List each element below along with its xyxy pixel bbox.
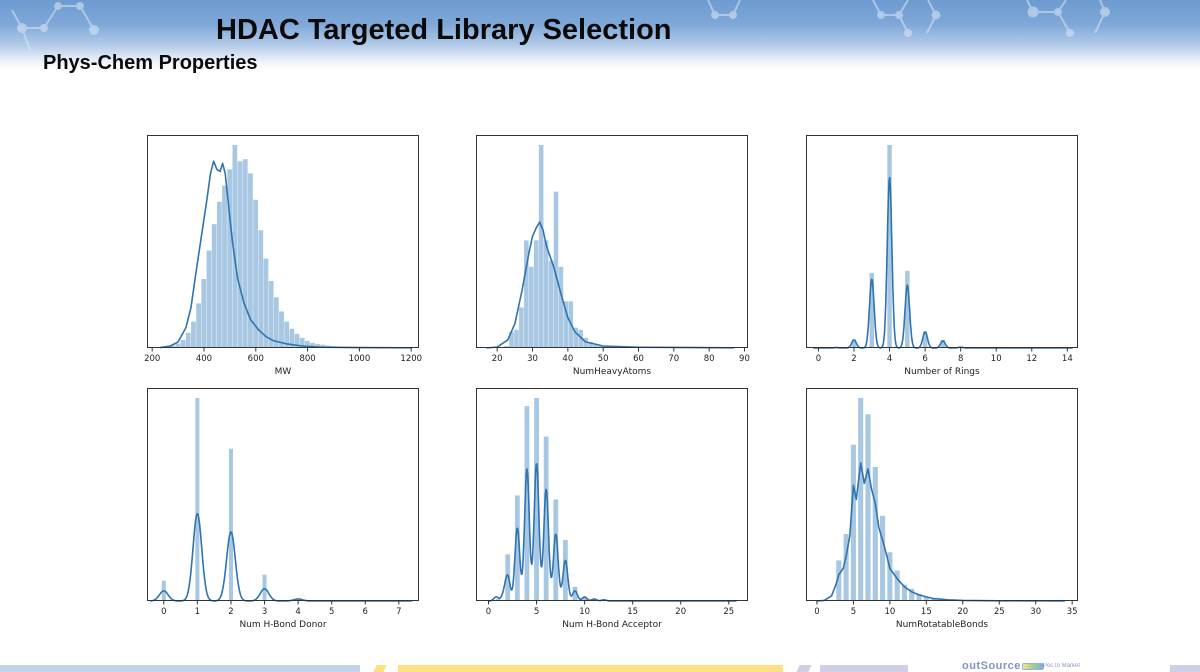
x-tick-label: 1000 [349, 354, 371, 364]
x-axis-label: Num H-Bond Acceptor [562, 620, 662, 630]
footer-band [0, 665, 1200, 672]
x-tick-label: 2 [228, 607, 233, 617]
footer-brand-tagline: Poc to Market [1043, 663, 1081, 669]
plot-frame [147, 388, 419, 601]
plot-frame [806, 388, 1078, 601]
plot-frame [476, 388, 748, 601]
chart-num-h-bond-donor: 0 1 2 3 4 5 6 7 Num H-Bond Donor [147, 388, 419, 638]
chart-number-of-rings: 0 2 4 6 8 10 12 14 Number of Rings [806, 135, 1078, 385]
histogram-plot: 200 400 600 800 1000 1200 MW [144, 135, 422, 377]
x-tick-label: 6 [922, 354, 927, 364]
x-axis-label: Number of Rings [904, 367, 980, 377]
histogram-plot: 0 5 10 15 20 25 30 35 NumRotatableBonds [806, 388, 1078, 630]
kde-curve [816, 462, 1065, 602]
footer-brand-name: outSource [962, 660, 1021, 672]
histogram-plot: 0 5 10 15 20 25 Num H-Bond Acceptor [476, 388, 748, 630]
x-tick-label: 40 [562, 354, 573, 364]
x-tick-label: 12 [1026, 354, 1037, 364]
x-tick-label: 30 [527, 354, 538, 364]
x-tick-label: 30 [1030, 607, 1041, 617]
x-axis-label: NumHeavyAtoms [573, 367, 651, 377]
histogram-bars [836, 398, 966, 601]
x-tick-label: 0 [816, 354, 821, 364]
chart-num-rotatable-bonds: 0 5 10 15 20 25 30 35 NumRotatableBonds [806, 388, 1078, 638]
x-tick-label: 10 [579, 607, 590, 617]
x-tick-label: 60 [633, 354, 644, 364]
footer-yellow-segment [398, 665, 783, 672]
x-axis-label: NumRotatableBonds [896, 620, 988, 630]
kde-curve [159, 160, 412, 349]
plot-frame [806, 135, 1078, 348]
kde-curve [150, 513, 413, 602]
plot-frame [476, 135, 748, 348]
x-axis-label: MW [275, 367, 292, 377]
plot-frame [147, 135, 419, 348]
histogram-plot: 0 2 4 6 8 10 12 14 Number of Rings [806, 135, 1078, 377]
x-tick-label: 90 [739, 354, 750, 364]
x-tick-label: 70 [668, 354, 679, 364]
footer-lavender-accent [796, 665, 812, 672]
x-tick-label: 20 [492, 354, 503, 364]
molecule-decoration-icon [11, 0, 1110, 51]
x-tick-label: 35 [1067, 607, 1078, 617]
x-tick-label: 20 [675, 607, 686, 617]
chart-mw: 200 400 600 800 1000 1200 MW [144, 135, 422, 385]
x-tick-label: 80 [704, 354, 715, 364]
footer-lavender-end [1170, 665, 1200, 672]
x-tick-label: 10 [991, 354, 1002, 364]
x-tick-label: 4 [295, 607, 300, 617]
histogram-plot: 20 30 40 50 60 70 80 90 NumHeavyAtoms [476, 135, 750, 377]
x-tick-label: 3 [262, 607, 267, 617]
x-tick-label: 2 [851, 354, 856, 364]
histogram-bars [161, 398, 301, 601]
kde-curve [813, 176, 1073, 349]
x-tick-label: 400 [196, 354, 212, 364]
footer-yellow-accent [373, 665, 387, 672]
x-tick-label: 7 [396, 607, 401, 617]
x-tick-label: 15 [921, 607, 932, 617]
footer-lavender-segment [820, 665, 908, 672]
x-tick-label: 5 [329, 607, 334, 617]
histogram-bars [495, 398, 616, 601]
footer-blue-segment [0, 665, 360, 672]
chart-num-heavy-atoms: 20 30 40 50 60 70 80 90 NumHeavyAtoms [476, 135, 750, 385]
histogram-bars [504, 145, 653, 348]
x-tick-label: 0 [161, 607, 166, 617]
histogram-plot: 0 1 2 3 4 5 6 7 Num H-Bond Donor [147, 388, 419, 630]
chart-num-h-bond-acceptor: 0 5 10 15 20 25 Num H-Bond Acceptor [476, 388, 748, 638]
kde-curve [486, 221, 734, 349]
x-tick-label: 15 [627, 607, 638, 617]
x-tick-label: 25 [723, 607, 734, 617]
x-tick-label: 0 [814, 607, 819, 617]
x-tick-label: 600 [248, 354, 264, 364]
x-tick-label: 8 [958, 354, 963, 364]
header-band [0, 0, 1200, 70]
slide-title: HDAC Targeted Library Selection [216, 14, 672, 46]
histogram-bars [834, 145, 963, 348]
footer-brand-logo-icon [1022, 663, 1044, 670]
x-axis-label: Num H-Bond Donor [239, 620, 326, 630]
x-tick-label: 5 [851, 607, 856, 617]
x-tick-label: 200 [144, 354, 160, 364]
slide-subtitle: Phys-Chem Properties [43, 52, 258, 74]
x-tick-label: 1200 [400, 354, 422, 364]
histogram-bars [159, 145, 414, 348]
x-tick-label: 5 [534, 607, 539, 617]
x-tick-label: 25 [994, 607, 1005, 617]
x-tick-label: 20 [957, 607, 968, 617]
x-tick-label: 0 [486, 607, 491, 617]
x-tick-label: 4 [887, 354, 892, 364]
x-tick-label: 10 [884, 607, 895, 617]
x-tick-label: 50 [598, 354, 609, 364]
x-tick-label: 6 [363, 607, 368, 617]
x-tick-label: 1 [195, 607, 200, 617]
x-tick-label: 800 [299, 354, 315, 364]
x-tick-label: 14 [1062, 354, 1073, 364]
